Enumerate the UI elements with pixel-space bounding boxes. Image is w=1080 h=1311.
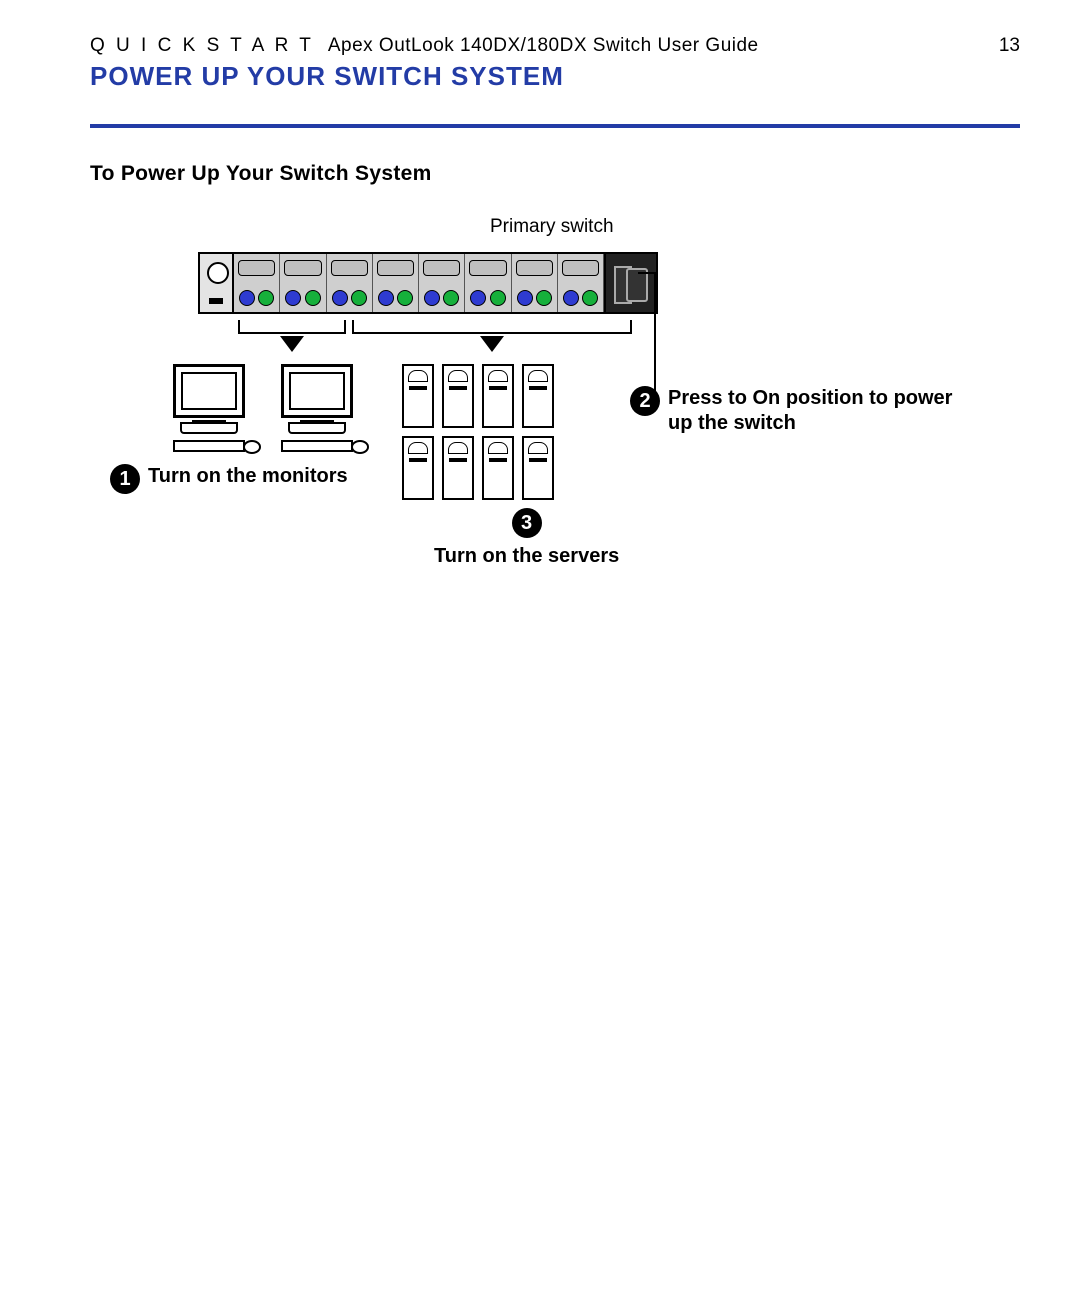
server-icon [522,436,554,500]
monitor-icon [278,364,356,452]
header-quick-start: Q U I C K S T A R T [90,35,314,57]
server-icon [482,436,514,500]
server-icon [442,364,474,428]
monitor-icon [170,364,248,452]
keyboard-icon [173,440,245,452]
step-2: 2 Press to On position to power up the s… [630,386,960,436]
section-rule [90,124,1020,128]
step-badge-3: 3 [512,508,542,538]
step-3: 3 Turn on the servers [434,508,619,569]
step-1-text: Turn on the monitors [148,464,348,489]
server-icon [402,364,434,428]
server-icon [442,436,474,500]
keyboard-icon [281,440,353,452]
arrow-down-icon [280,336,304,352]
server-icon [482,364,514,428]
server-grid [402,364,554,500]
diagram: Primary switch [110,216,950,636]
kvm-switch-icon [198,252,658,314]
power-socket-icon [604,254,656,312]
primary-switch-label: Primary switch [490,216,614,238]
step-3-text: Turn on the servers [434,544,619,569]
bracket-icon [238,320,346,334]
step-badge-2: 2 [630,386,660,416]
server-icon [522,364,554,428]
section-title: POWER UP YOUR SWITCH SYSTEM [90,61,1020,92]
arrow-down-icon [480,336,504,352]
step-1: 1 Turn on the monitors [110,464,348,494]
header-guide-title: Apex OutLook 140DX/180DX Switch User Gui… [328,35,759,57]
callout-line [638,272,654,274]
callout-line [654,272,656,392]
bracket-icon [352,320,632,334]
page-number: 13 [999,35,1020,57]
step-badge-1: 1 [110,464,140,494]
subheading: To Power Up Your Switch System [90,162,1020,186]
server-icon [402,436,434,500]
step-2-text: Press to On position to power up the swi… [668,386,960,436]
